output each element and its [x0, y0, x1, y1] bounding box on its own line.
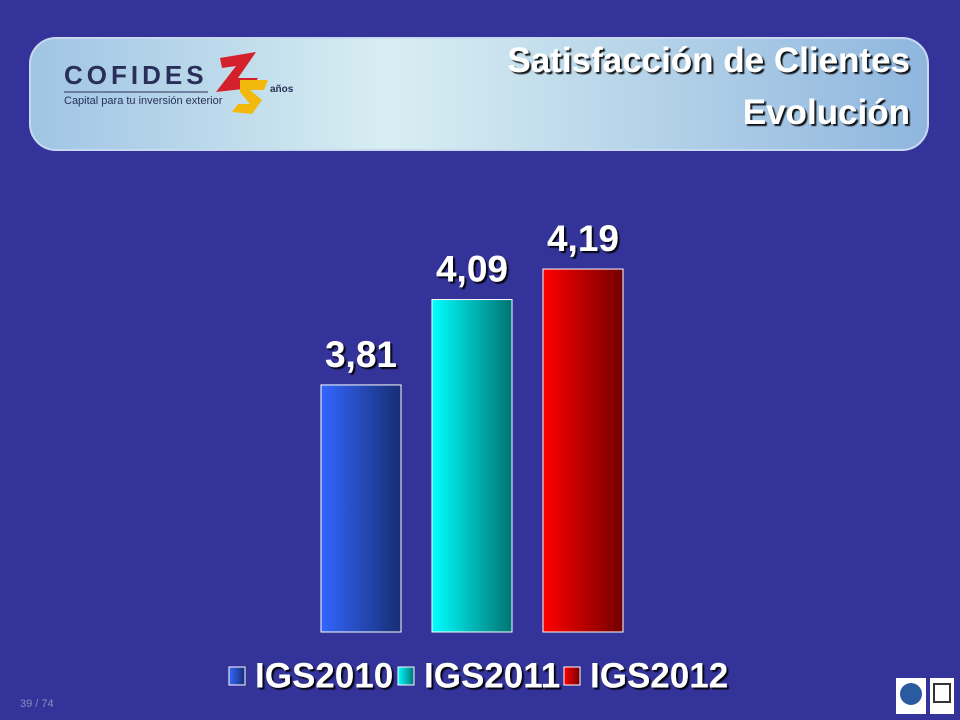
bar	[542, 268, 624, 633]
legend-swatch	[228, 666, 246, 686]
cert-er	[933, 683, 951, 703]
legend-label: IGS2012	[590, 656, 728, 695]
bar	[320, 384, 402, 633]
legend-swatch	[397, 666, 415, 686]
value-label: 4,09	[436, 249, 508, 290]
value-label: 4,19	[547, 218, 619, 259]
bar	[431, 299, 513, 633]
cert-globe	[900, 683, 922, 705]
subtitle: Evolución	[743, 93, 910, 132]
legend-swatch	[563, 666, 581, 686]
logo: COFIDES	[64, 60, 208, 90]
legend-label: IGS2010	[255, 656, 393, 695]
page-number: 39 / 74	[20, 698, 54, 710]
anniversary: años	[270, 84, 294, 95]
logo-five	[232, 80, 268, 114]
tagline: Capital para tu inversión exterior	[64, 95, 223, 107]
title: Satisfacción de Clientes	[507, 41, 910, 80]
value-label: 3,81	[325, 334, 397, 375]
legend-label: IGS2011	[424, 656, 560, 695]
header-panel	[29, 37, 929, 151]
